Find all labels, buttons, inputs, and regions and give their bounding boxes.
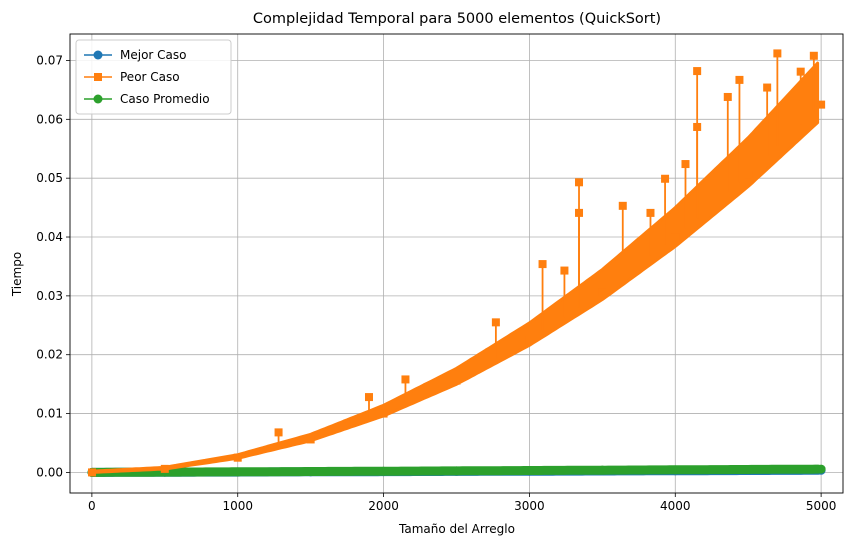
data-point: [671, 233, 680, 242]
data-point: [743, 464, 753, 474]
peor-caso-spike-marker: [773, 49, 782, 58]
legend-marker: [94, 73, 102, 81]
peor-caso-spike-marker: [661, 174, 670, 183]
grid: [70, 34, 843, 493]
data-point: [816, 464, 826, 474]
legend-label: Peor Caso: [120, 70, 180, 84]
legend: Mejor Caso Peor Caso Caso Promedio: [75, 39, 232, 115]
peor-caso-spike-marker: [364, 393, 373, 402]
peor-caso-spike-marker: [401, 375, 410, 384]
x-tick-label: 2000: [368, 499, 399, 513]
x-axis: 0 1000 2000 3000 4000 5000: [88, 493, 836, 513]
data-point: [379, 409, 388, 418]
data-point: [379, 466, 389, 476]
plot-frame: [69, 33, 844, 494]
peor-caso-spike-marker: [491, 318, 500, 327]
peor-caso-spike-marker: [681, 160, 690, 169]
series-peor-caso: [88, 49, 826, 477]
data-point: [233, 453, 242, 462]
peor-caso-spike-marker: [809, 51, 818, 60]
y-tick-label: 0.00: [36, 465, 63, 479]
data-point: [452, 376, 461, 385]
chart-title: Complejidad Temporal para 5000 elementos…: [253, 11, 661, 27]
peor-caso-spike-marker: [646, 208, 655, 217]
data-point: [670, 465, 680, 475]
data-point: [525, 336, 534, 344]
data-point: [598, 288, 607, 297]
peor-caso-spike-marker: [796, 67, 805, 76]
peor-caso-spike-marker: [618, 201, 627, 210]
legend-marker: [93, 94, 103, 104]
peor-caso-spike-marker: [274, 428, 283, 437]
data-point: [306, 467, 316, 477]
x-tick-label: 0: [88, 499, 96, 513]
legend-marker: [93, 50, 103, 60]
peor-caso-spike-marker: [538, 260, 547, 269]
legend-box: [75, 39, 232, 115]
x-tick-label: 3000: [514, 499, 545, 513]
y-tick-label: 0.07: [36, 53, 63, 67]
data-point: [233, 467, 243, 477]
y-tick-label: 0.02: [36, 348, 63, 362]
y-tick-label: 0.03: [36, 289, 63, 303]
y-tick-label: 0.01: [36, 407, 63, 421]
legend-entry: Mejor Caso: [84, 48, 187, 62]
data-point: [524, 466, 534, 476]
data-point: [817, 100, 826, 109]
data-point: [744, 170, 753, 179]
data-point: [88, 468, 97, 477]
peor-caso-spike-marker: [693, 67, 702, 76]
series-layer: [87, 49, 826, 477]
peor-caso-spike-marker: [735, 75, 744, 84]
peor-caso-spike-marker: [763, 83, 772, 92]
x-tick-label: 5000: [806, 499, 837, 513]
y-tick-label: 0.04: [36, 230, 63, 244]
y-axis-label: Tiempo: [10, 252, 24, 297]
x-tick-label: 4000: [660, 499, 691, 513]
peor-caso-spike-marker: [575, 208, 584, 217]
x-axis-label: Tamaño del Arreglo: [398, 522, 515, 536]
peor-caso-spike-marker: [723, 92, 732, 101]
y-tick-label: 0.06: [36, 112, 63, 126]
legend-label: Caso Promedio: [120, 92, 210, 106]
data-point: [160, 464, 169, 473]
peor-caso-spike-marker: [560, 266, 569, 275]
data-point: [306, 435, 315, 444]
data-point: [597, 465, 607, 475]
peor-caso-band: [90, 61, 820, 474]
legend-entry: Caso Promedio: [84, 92, 210, 106]
legend-label: Mejor Caso: [120, 48, 187, 62]
data-point: [452, 466, 461, 476]
legend-entry: Peor Caso: [84, 70, 180, 84]
peor-caso-spike-marker: [575, 178, 584, 187]
x-tick-label: 1000: [222, 499, 253, 513]
y-axis: 0.00 0.01 0.02 0.03 0.04 0.05 0.06 0.07: [36, 53, 70, 479]
y-tick-label: 0.05: [36, 171, 63, 185]
peor-caso-spike-marker: [693, 122, 702, 131]
